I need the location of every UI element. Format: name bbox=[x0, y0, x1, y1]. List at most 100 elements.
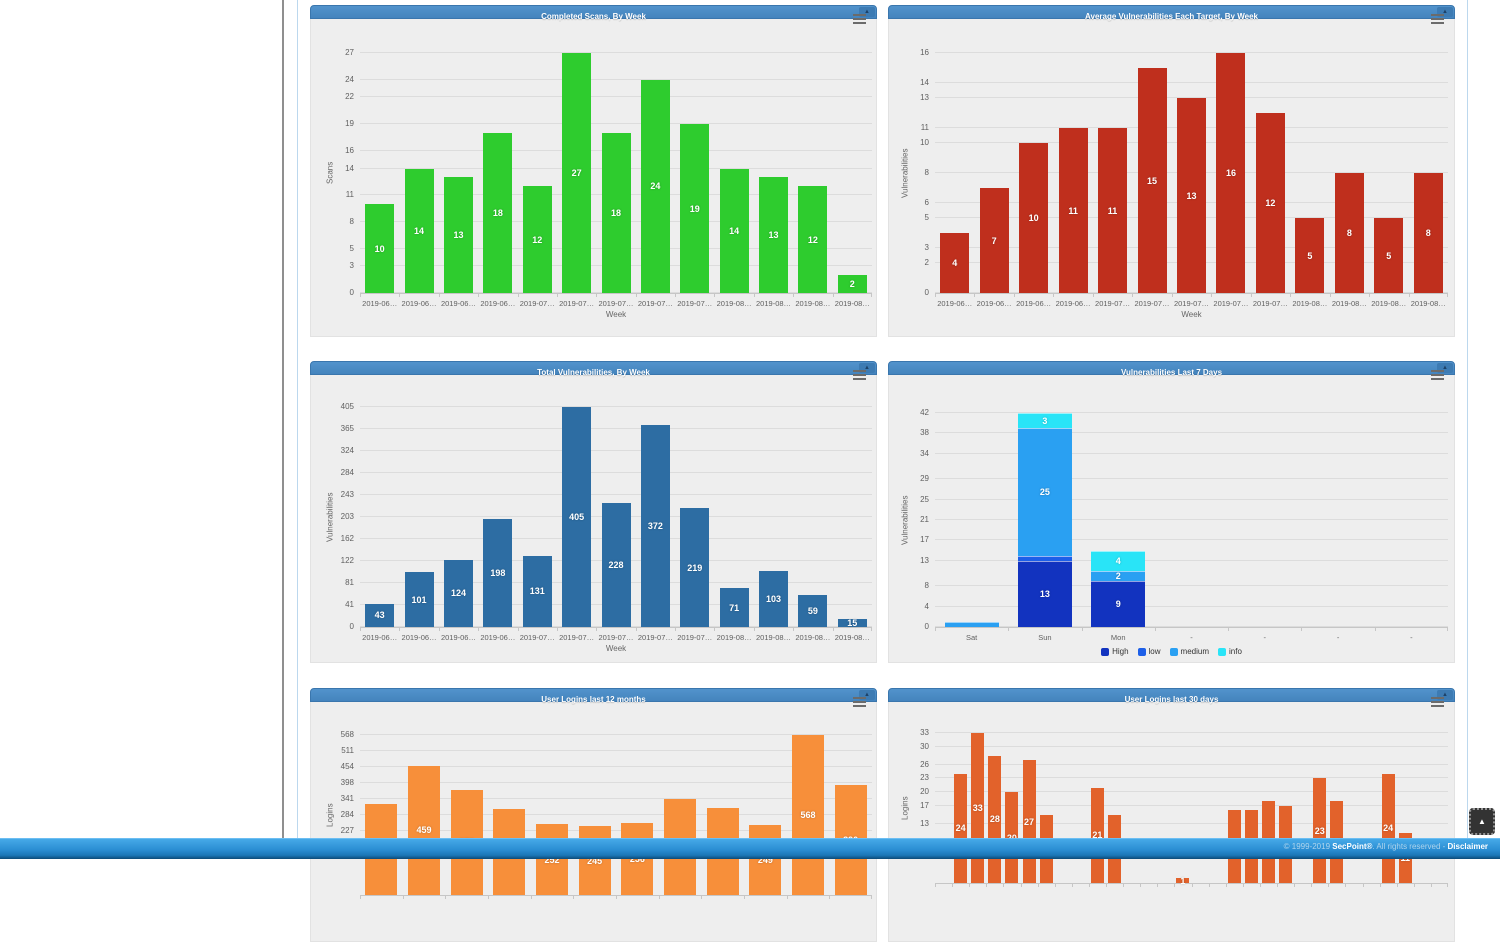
panel-title: Average Vulnerabilities Each Target, By … bbox=[1085, 12, 1258, 21]
x-axis-tick-mark bbox=[438, 293, 440, 297]
y-axis-tick-label: 454 bbox=[340, 762, 354, 772]
chart-context-menu-icon[interactable] bbox=[853, 370, 866, 380]
gridline bbox=[360, 766, 872, 768]
y-axis-tick-label: 5 bbox=[349, 243, 354, 253]
x-axis-tick-mark bbox=[635, 293, 637, 297]
collapse-panel-button[interactable]: ▲ bbox=[1437, 363, 1453, 373]
chart-context-menu-icon[interactable] bbox=[853, 697, 866, 707]
bar-value-label: 5 bbox=[1386, 250, 1392, 261]
legend-swatch bbox=[1169, 647, 1178, 656]
x-axis-tick-mark bbox=[573, 895, 575, 899]
collapse-panel-button[interactable]: ▲ bbox=[1437, 7, 1453, 17]
x-axis-category-label: 2019-07… bbox=[598, 299, 634, 308]
collapse-panel-button[interactable]: ▲ bbox=[1437, 690, 1453, 700]
collapse-panel-button[interactable]: ▲ bbox=[859, 690, 875, 700]
x-axis-tick-mark bbox=[1447, 883, 1448, 887]
bar bbox=[1058, 128, 1088, 293]
y-axis-tick-label: 42 bbox=[920, 408, 929, 417]
bar-value-label: 43 bbox=[374, 610, 385, 621]
bar bbox=[837, 275, 867, 293]
x-axis-tick-mark bbox=[1140, 883, 1142, 887]
x-axis-category-label: Mon bbox=[1110, 633, 1126, 642]
bar-value-label: 10 bbox=[1028, 213, 1039, 223]
bar bbox=[562, 53, 592, 293]
legend-item-medium[interactable]: medium bbox=[1169, 647, 1209, 656]
disclaimer-link[interactable]: Disclaimer bbox=[1447, 842, 1488, 851]
y-axis-tick-label: 29 bbox=[920, 474, 929, 484]
panel-header: User Logins last 30 days ▲ bbox=[888, 688, 1455, 704]
bar bbox=[443, 559, 473, 627]
y-axis-tick-label: 33 bbox=[920, 728, 929, 737]
bar bbox=[837, 618, 867, 627]
legend-item-info[interactable]: info bbox=[1218, 647, 1242, 656]
y-axis-tick-label: 41 bbox=[345, 599, 354, 609]
gridline bbox=[360, 494, 872, 495]
y-axis-tick-label: 8 bbox=[349, 216, 354, 226]
y-axis-tick-label: 6 bbox=[924, 198, 929, 207]
x-axis-tick-mark bbox=[1369, 293, 1371, 297]
chart-context-menu-icon[interactable] bbox=[1431, 14, 1444, 24]
scroll-to-top-button[interactable]: ▲ bbox=[1469, 808, 1495, 835]
x-axis-category-label: 2019-07… bbox=[519, 633, 555, 642]
brand-name: SecPoint® bbox=[1332, 842, 1373, 851]
x-axis-tick-mark bbox=[974, 293, 976, 297]
bar bbox=[798, 186, 828, 293]
x-axis-tick-mark bbox=[1092, 293, 1094, 297]
x-axis-category-label: 2019-07… bbox=[637, 299, 673, 308]
gridline bbox=[935, 626, 1448, 627]
collapse-panel-button[interactable]: ▲ bbox=[859, 363, 875, 373]
bar bbox=[798, 594, 828, 627]
collapse-panel-button[interactable]: ▲ bbox=[859, 7, 875, 17]
bar-value-label: 9 bbox=[1115, 599, 1121, 610]
y-axis-tick-label: 11 bbox=[920, 123, 929, 132]
bar-value-label: 372 bbox=[647, 520, 663, 531]
x-axis-tick-mark bbox=[1250, 293, 1252, 297]
content-left-border bbox=[297, 0, 298, 838]
x-axis-category-label: 2019-08… bbox=[756, 299, 792, 308]
bar bbox=[1137, 68, 1167, 293]
x-axis-tick-mark bbox=[1132, 293, 1134, 297]
bar-value-label: 27 bbox=[1024, 816, 1035, 827]
bar-value-label: 27 bbox=[571, 168, 582, 178]
y-axis-tick-label: 405 bbox=[340, 402, 354, 411]
bar-value-label: 18 bbox=[610, 208, 621, 218]
bar-value-label: 14 bbox=[414, 225, 425, 236]
bar bbox=[680, 508, 710, 627]
bar-value-label: 8 bbox=[1346, 228, 1352, 238]
gridline bbox=[935, 605, 1448, 607]
bar bbox=[1255, 113, 1285, 293]
y-axis-tick-label: 0 bbox=[924, 622, 929, 631]
legend-swatch bbox=[1218, 647, 1226, 656]
x-axis-tick-mark bbox=[1191, 883, 1193, 887]
legend-label: High bbox=[1112, 647, 1129, 656]
panel-header: User Logins last 12 months ▲ bbox=[310, 688, 877, 704]
x-axis-tick-mark bbox=[478, 627, 480, 631]
x-axis-tick-mark bbox=[1413, 883, 1415, 887]
copyright-text: © 1999-2019 bbox=[1283, 842, 1333, 851]
chart-context-menu-icon[interactable] bbox=[1431, 370, 1444, 380]
x-axis-tick-mark bbox=[556, 293, 558, 297]
y-axis-tick-label: 27 bbox=[345, 48, 354, 57]
bar bbox=[443, 177, 473, 293]
x-axis-category-label: 2019-08… bbox=[1371, 299, 1407, 308]
x-axis-tick-mark bbox=[478, 293, 480, 297]
x-axis-tick-mark bbox=[675, 627, 677, 631]
y-axis-tick-label: 324 bbox=[340, 446, 354, 455]
bar bbox=[404, 168, 434, 293]
x-axis-tick-mark bbox=[701, 895, 703, 899]
bar-value-label: 12 bbox=[1265, 198, 1276, 208]
bar-value-label: 15 bbox=[847, 617, 858, 628]
bar-value-label: 1 bbox=[1180, 875, 1186, 886]
bar bbox=[562, 407, 592, 627]
bar bbox=[759, 177, 789, 293]
bar-value-label: 59 bbox=[807, 605, 818, 616]
y-axis-tick-label: 0 bbox=[924, 288, 929, 297]
legend-item-high[interactable]: High bbox=[1101, 647, 1129, 656]
legend-item-low[interactable]: low bbox=[1137, 647, 1161, 656]
x-axis-tick-mark bbox=[969, 883, 971, 887]
bar-value-label: 568 bbox=[800, 810, 816, 820]
bar-value-label: 5 bbox=[1307, 250, 1313, 261]
chart-context-menu-icon[interactable] bbox=[853, 14, 866, 24]
y-axis-title: Scans bbox=[325, 161, 335, 185]
chart-context-menu-icon[interactable] bbox=[1431, 697, 1444, 707]
